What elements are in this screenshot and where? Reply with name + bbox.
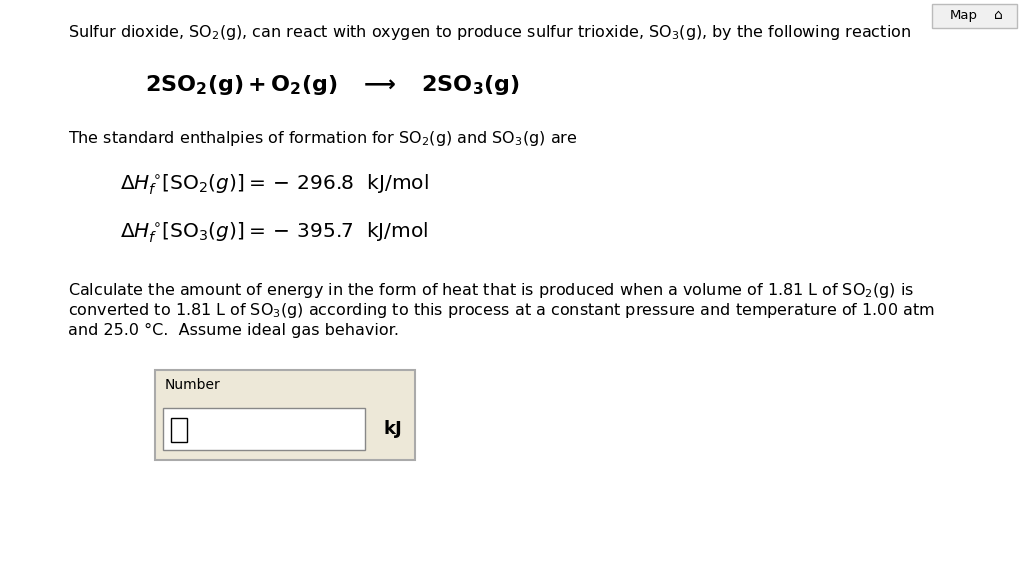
Text: The standard enthalpies of formation for SO$_2$(g) and SO$_3$(g) are: The standard enthalpies of formation for… [68, 129, 578, 148]
Text: ⌂: ⌂ [993, 8, 1002, 22]
Text: Calculate the amount of energy in the form of heat that is produced when a volum: Calculate the amount of energy in the fo… [68, 280, 914, 299]
FancyBboxPatch shape [163, 408, 365, 450]
Text: and 25.0 °C.  Assume ideal gas behavior.: and 25.0 °C. Assume ideal gas behavior. [68, 322, 399, 338]
Text: kJ: kJ [384, 420, 402, 438]
Text: $\mathbf{2SO_2(g) + O_2(g)\ \ \ \longrightarrow\ \ \ 2SO_3(g)}$: $\mathbf{2SO_2(g) + O_2(g)\ \ \ \longrig… [145, 73, 520, 97]
FancyBboxPatch shape [155, 370, 415, 460]
FancyBboxPatch shape [171, 418, 187, 442]
Text: $\Delta H_f^\circ\!\left[\mathrm{SO_2}(g)\right] = -\,296.8\ \ \mathrm{kJ/mol}$: $\Delta H_f^\circ\!\left[\mathrm{SO_2}(g… [120, 173, 429, 197]
Text: $\Delta H_f^\circ\!\left[\mathrm{SO_3}(g)\right] = -\,395.7\ \ \mathrm{kJ/mol}$: $\Delta H_f^\circ\!\left[\mathrm{SO_3}(g… [120, 220, 428, 245]
FancyBboxPatch shape [932, 4, 1017, 28]
Text: Map: Map [950, 8, 978, 22]
Text: Number: Number [165, 378, 221, 392]
Text: converted to 1.81 L of SO$_3$(g) according to this process at a constant pressur: converted to 1.81 L of SO$_3$(g) accordi… [68, 300, 935, 319]
Text: Sulfur dioxide, SO$_2$(g), can react with oxygen to produce sulfur trioxide, SO$: Sulfur dioxide, SO$_2$(g), can react wit… [68, 22, 911, 42]
